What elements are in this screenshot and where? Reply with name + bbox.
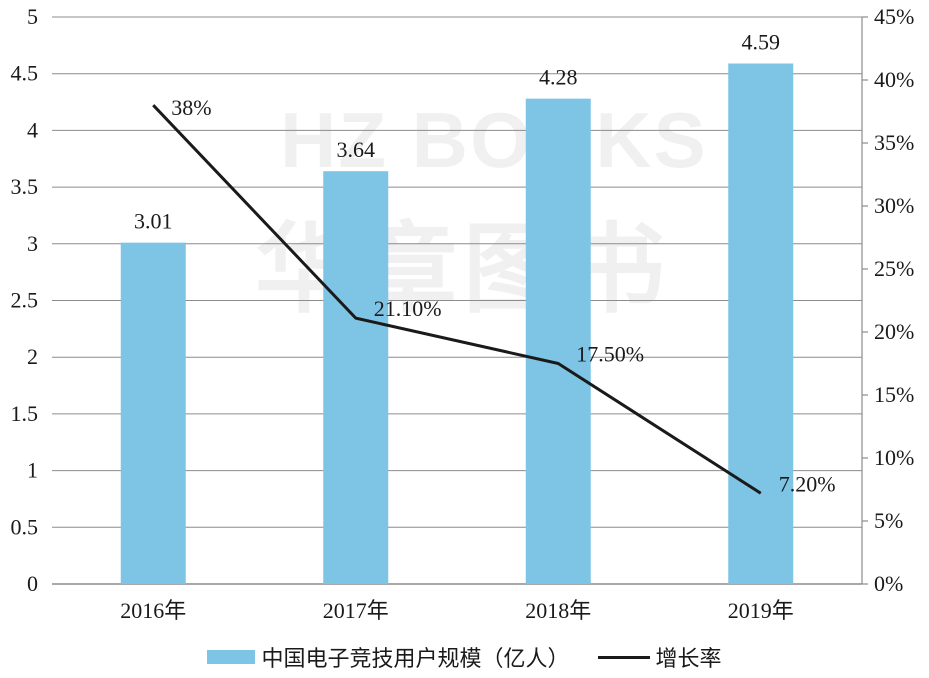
line-data-label: 21.10% — [374, 296, 442, 321]
right-axis-tick-label: 0% — [874, 571, 903, 596]
bar-data-label: 4.28 — [539, 65, 578, 90]
x-axis-tick-label: 2019年 — [728, 598, 794, 623]
bar-data-label: 3.64 — [337, 137, 376, 162]
left-axis-tick-label: 0 — [27, 571, 38, 596]
line-data-label: 17.50% — [576, 342, 644, 367]
left-axis-tick-label: 4.5 — [11, 61, 39, 86]
legend-label-line: 增长率 — [655, 647, 722, 672]
bar[interactable] — [525, 98, 591, 584]
bar-series — [120, 63, 794, 584]
legend-swatch-line — [597, 655, 650, 659]
bar-data-label: 4.59 — [742, 29, 781, 54]
legend-item-bar[interactable]: 中国电子竞技用户规模（亿人） — [207, 641, 570, 673]
right-axis-tick-label: 35% — [874, 130, 914, 155]
data-labels: 3.01 3.64 4.28 4.59 38% 21.10% 17.50% 7.20% — [134, 29, 836, 496]
left-axis-tick-label: 3.5 — [11, 174, 39, 199]
left-axis-tick-label: 2 — [27, 344, 38, 369]
bar[interactable] — [323, 171, 389, 584]
right-axis-tick-label: 10% — [874, 445, 914, 470]
left-axis-tick-label: 3 — [27, 231, 38, 256]
bar[interactable] — [120, 242, 186, 584]
bar-data-label: 3.01 — [134, 209, 173, 234]
legend-label-bar: 中国电子竞技用户规模（亿人） — [261, 647, 570, 672]
right-axis-tick-label: 40% — [874, 67, 914, 92]
right-axis-tick-label: 30% — [874, 193, 914, 218]
line-data-label: 38% — [171, 95, 211, 120]
left-axis-tick-label: 2.5 — [11, 288, 39, 313]
left-axis-tick-label: 1 — [27, 458, 38, 483]
right-axis-tick-label: 20% — [874, 319, 914, 344]
combo-chart: 0 0.5 1 1.5 2 2.5 3 3.5 4 4.5 5 0% 5% 10% 15% 20% 25% 30… — [11, 4, 915, 623]
x-axis-tick-label: 2017年 — [323, 598, 389, 623]
left-axis-tick-label: 4 — [27, 117, 38, 142]
legend-swatch-bar — [207, 650, 256, 664]
x-axis: 2016年 2017年 2018年 2019年 — [120, 598, 794, 623]
right-axis-tick-label: 5% — [874, 508, 903, 533]
growth-rate-line[interactable] — [152, 104, 762, 495]
gridlines — [52, 16, 862, 585]
right-axis-tick-label: 15% — [874, 382, 914, 407]
legend: 中国电子竞技用户规模（亿人） 增长率 — [0, 640, 929, 674]
x-axis-tick-label: 2018年 — [525, 598, 591, 623]
left-axis-tick-label: 5 — [27, 4, 38, 29]
x-axis-tick-label: 2016年 — [120, 598, 186, 623]
legend-item-line[interactable]: 增长率 — [597, 641, 722, 673]
left-axis-tick-label: 1.5 — [11, 401, 39, 426]
right-axis-tick-label: 45% — [874, 4, 914, 29]
right-axis-tick-label: 25% — [874, 256, 914, 281]
left-axis-tick-label: 0.5 — [11, 514, 39, 539]
bar[interactable] — [728, 63, 794, 584]
right-axis: 0% 5% 10% 15% 20% 25% 30% 35% 40% 45% — [861, 4, 914, 596]
line-data-label: 7.20% — [779, 471, 836, 496]
line-series — [152, 104, 762, 495]
left-axis: 0 0.5 1 1.5 2 2.5 3 3.5 4 4.5 5 — [11, 4, 39, 596]
